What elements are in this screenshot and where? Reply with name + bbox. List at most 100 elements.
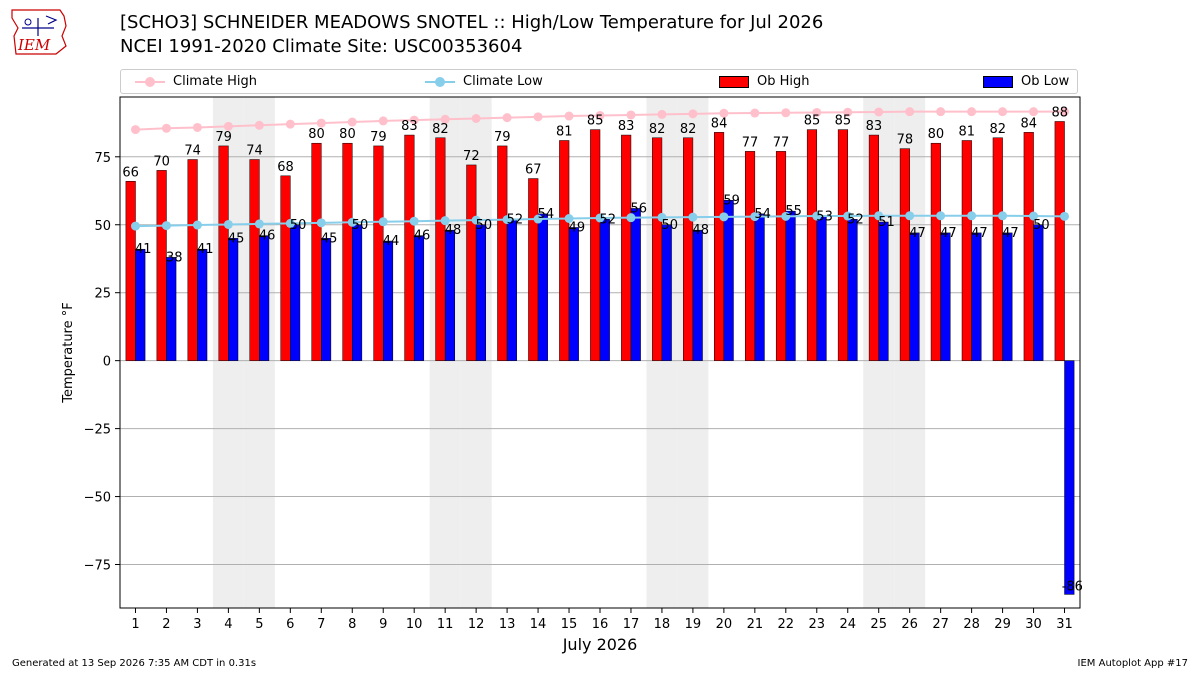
x-tick-label: 3 (193, 617, 201, 632)
climate-low-point (657, 212, 667, 222)
climate-high-point (874, 107, 884, 117)
ob-high-label: 80 (339, 127, 356, 142)
climate-low-point (905, 211, 915, 221)
ob-low-bar (1033, 224, 1044, 361)
climate-low-point (843, 211, 853, 221)
climate-high-point (781, 108, 791, 118)
ob-low-label: 47 (1002, 226, 1019, 241)
ob-low-bar (661, 224, 672, 361)
ob-high-label: 72 (463, 149, 480, 164)
ob-high-bar (373, 145, 384, 361)
climate-low-point (595, 213, 605, 223)
climate-low-point (688, 212, 698, 222)
ob-low-bar (940, 232, 951, 361)
legend: Climate High Climate Low Ob High Ob Low (120, 69, 1078, 94)
ob-high-bar (342, 142, 353, 361)
ob-low-label: 47 (909, 226, 926, 241)
ob-low-label: 45 (228, 231, 245, 246)
ob-high-label: 85 (587, 114, 604, 129)
climate-high-point (440, 114, 450, 124)
x-tick-label: 22 (778, 617, 795, 632)
ob-low-label: 41 (135, 242, 152, 257)
x-tick-label: 10 (406, 617, 423, 632)
ob-high-label: 79 (494, 130, 511, 145)
ob-high-bar (992, 137, 1003, 361)
climate-high-point (192, 122, 202, 132)
ob-high-label: 66 (122, 165, 139, 180)
ob-high-bar (187, 159, 198, 361)
ob-low-bar (382, 240, 394, 361)
ob-high-label: 67 (525, 163, 542, 178)
ob-high-bar (806, 129, 818, 361)
climate-high-point (533, 112, 543, 122)
y-tick-label: 25 (94, 287, 111, 302)
chart-subtitle: NCEI 1991-2020 Climate Site: USC00353604 (120, 36, 523, 57)
climate-low-point (192, 220, 202, 230)
x-tick-label: 28 (963, 617, 980, 632)
climate-low-point (874, 211, 884, 221)
x-tick-label: 31 (1056, 617, 1073, 632)
ob-low-bar (444, 229, 456, 361)
x-tick-label: 30 (1025, 617, 1042, 632)
climate-high-point (812, 107, 822, 117)
ob-high-label: 74 (246, 144, 263, 159)
x-tick-label: 18 (654, 617, 671, 632)
y-tick-label: 0 (103, 355, 111, 370)
ob-low-bar (816, 216, 827, 361)
ob-low-label: 56 (630, 201, 647, 216)
climate-low-point (781, 211, 791, 221)
climate-high-point (688, 109, 698, 119)
climate-high-point (564, 111, 574, 121)
ob-high-bar (125, 181, 136, 361)
ob-high-bar (559, 140, 570, 361)
ob-low-label: -86 (1062, 579, 1083, 594)
climate-high-point (1029, 107, 1039, 117)
ob-low-bar (909, 232, 920, 361)
climate-low-point (316, 218, 326, 228)
ob-low-label: 48 (445, 223, 462, 238)
ob-high-bar (497, 145, 508, 361)
ob-low-label: 47 (971, 226, 988, 241)
ob-low-label: 55 (785, 204, 802, 219)
ob-low-label: 54 (754, 207, 771, 222)
logo-text: IEM (17, 36, 51, 54)
x-tick-label: 15 (561, 617, 578, 632)
ob-low-bar (568, 227, 579, 361)
ob-low-bar (197, 248, 208, 361)
ob-high-bar (1054, 121, 1065, 361)
ob-high-bar (218, 145, 229, 361)
ob-low-label: 53 (816, 210, 833, 225)
climate-low-point (502, 215, 512, 225)
climate-high-point (998, 107, 1008, 117)
climate-low-point (564, 213, 574, 223)
legend-label: Climate High (173, 74, 258, 89)
climate-high-point (595, 110, 605, 120)
climate-low-point (626, 213, 636, 223)
x-tick-label: 4 (224, 617, 232, 632)
ob-high-bar (404, 134, 415, 361)
ob-low-bar (1064, 360, 1075, 595)
ob-high-label: 83 (401, 119, 418, 134)
ob-high-bar (1023, 132, 1034, 361)
ob-low-label: 50 (352, 218, 369, 233)
x-tick-label: 7 (317, 617, 325, 632)
ob-low-label: 50 (290, 218, 307, 233)
ob-high-bar (961, 140, 972, 361)
ob-high-bar (249, 159, 260, 361)
climate-low-point (440, 216, 450, 226)
ob-low-bar (692, 229, 703, 361)
climate-low-point (223, 219, 233, 229)
climate-low-point (161, 221, 171, 231)
y-tick-label: 50 (94, 219, 111, 234)
x-tick-label: 6 (286, 617, 294, 632)
ob-low-bar (630, 208, 641, 361)
x-tick-label: 23 (809, 617, 826, 632)
ob-high-bar (837, 129, 848, 361)
ob-high-bar (930, 142, 941, 361)
x-tick-label: 16 (592, 617, 609, 632)
ob-low-label: 46 (259, 229, 276, 244)
ob-high-bar (280, 175, 291, 361)
ob-high-label: 82 (432, 122, 449, 137)
y-tick-label: 75 (94, 151, 111, 166)
climate-high-point (657, 109, 667, 119)
